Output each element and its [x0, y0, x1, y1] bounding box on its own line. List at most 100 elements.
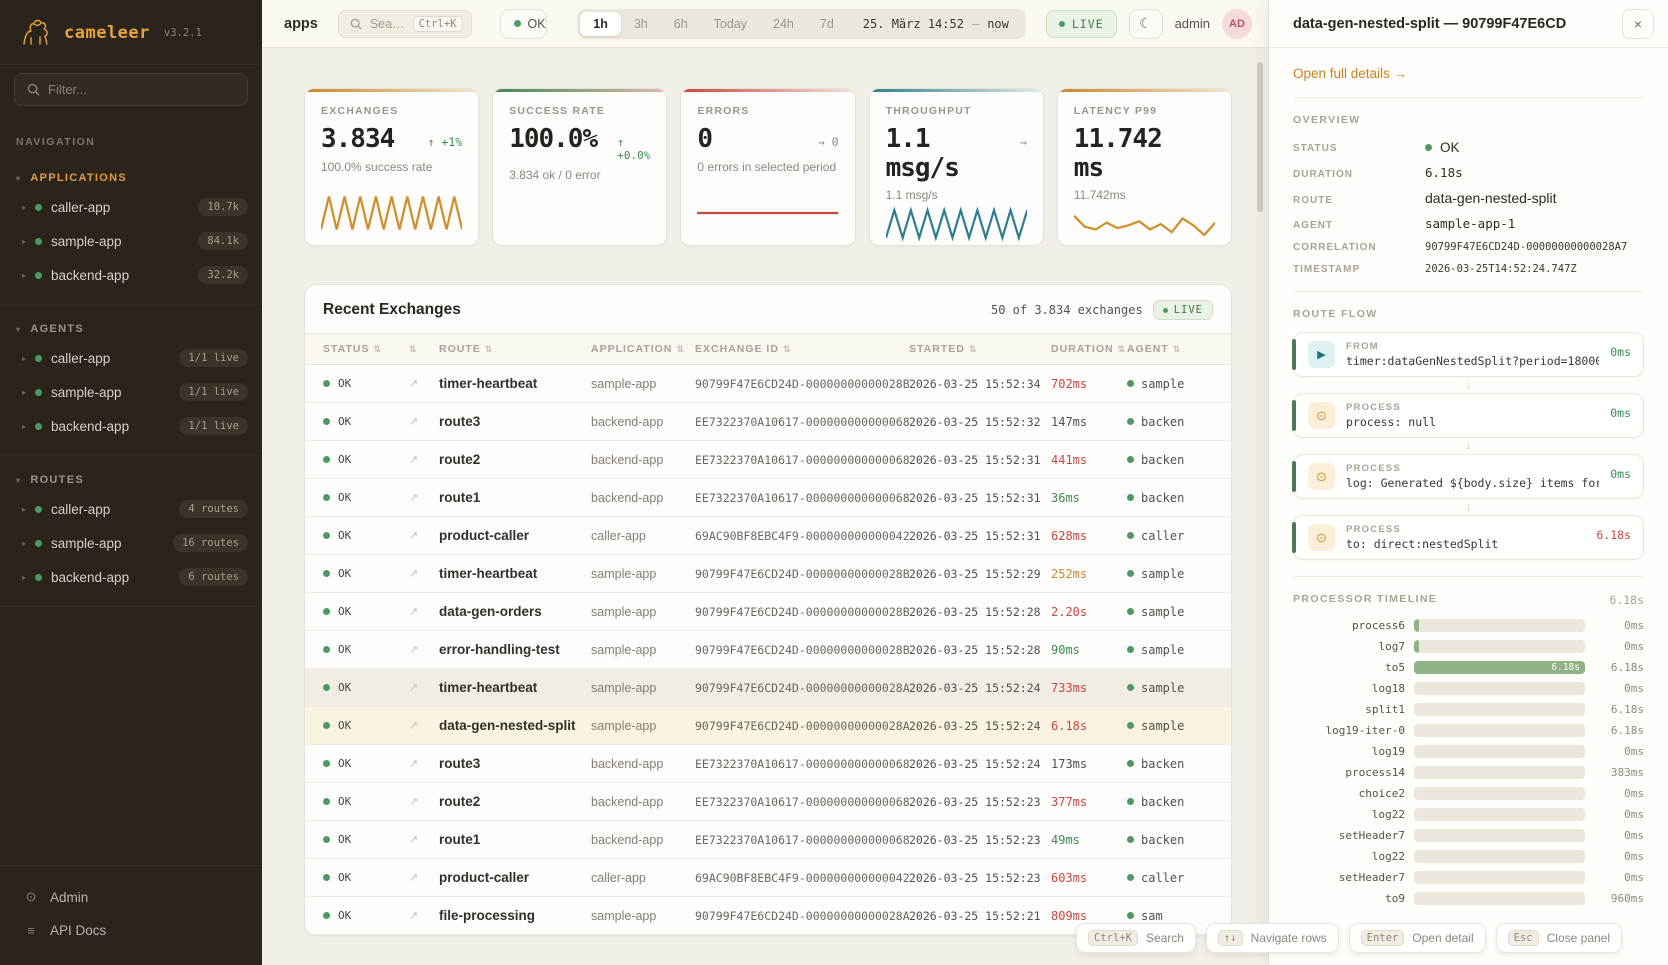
route-cell: timer-heartbeat — [439, 566, 538, 581]
sidebar-item-sample-app[interactable]: ▸ sample-app 84.1k — [0, 224, 262, 258]
open-link-icon[interactable]: ↗ — [409, 872, 419, 884]
status-filter-ok[interactable]: OK — [501, 10, 547, 38]
footer-item-api-docs[interactable]: ≡ API Docs — [10, 914, 252, 947]
status-filter-label: OK — [527, 16, 546, 31]
sidebar-item-caller-app[interactable]: ▸ caller-app 10.7k — [0, 190, 262, 224]
application-cell: backend-app — [591, 832, 664, 847]
vertical-scrollbar[interactable] — [1257, 62, 1263, 212]
item-badge: 10.7k — [198, 198, 248, 216]
flow-step[interactable]: ▶ FROM timer:dataGenNestedSplit?period=180… — [1292, 332, 1644, 377]
range-button-24h[interactable]: 24h — [773, 16, 794, 31]
exchange-row[interactable]: OK ↗ timer-heartbeat sample-app 90799F47E6CD… — [305, 669, 1231, 707]
flow-step[interactable]: ⊙ PROCESS process: null 0ms — [1292, 393, 1644, 438]
exchange-row[interactable]: OK ↗ data-gen-nested-split sample-app 90799F… — [305, 707, 1231, 745]
open-link-icon[interactable]: ↗ — [409, 454, 419, 466]
agent-cell: backen — [1127, 415, 1231, 429]
live-badge[interactable]: LIVE — [1045, 9, 1117, 38]
close-panel-button[interactable]: × — [1622, 8, 1654, 39]
nav-section-label: NAVIGATION — [16, 136, 96, 148]
date-start: 25. März 14:52 — [862, 16, 964, 31]
open-link-icon[interactable]: ↗ — [409, 796, 419, 808]
avatar[interactable]: AD — [1222, 8, 1252, 39]
exchange-row[interactable]: OK ↗ data-gen-orders sample-app 90799F47E6CD… — [305, 593, 1231, 631]
column-header-route[interactable]: ROUTE ⇅ — [439, 343, 591, 355]
timeline-row: setHeader7 0ms — [1293, 871, 1644, 884]
flow-step[interactable]: ⊙ PROCESS log: Generated ${body.size} item… — [1292, 454, 1644, 499]
open-link-icon[interactable]: ↗ — [409, 834, 419, 846]
exchange-row[interactable]: OK ↗ product-caller caller-app 69AC90BF8EBC4… — [305, 517, 1231, 555]
exchange-row[interactable]: OK ↗ route3 backend-app EE7322370A10617-0000… — [305, 403, 1231, 441]
sidebar-item-caller-app[interactable]: ▸ caller-app 1/1 live — [0, 341, 262, 375]
date-range-display[interactable]: 25. März 14:52 — now — [847, 17, 1023, 31]
open-link-icon[interactable]: ↗ — [409, 378, 419, 390]
duration-cell: 36ms — [1051, 490, 1080, 505]
column-label: AGENT — [1127, 343, 1169, 355]
exchange-row[interactable]: OK ↗ timer-heartbeat sample-app 90799F47E6CD… — [305, 365, 1231, 403]
sidebar-item-caller-app[interactable]: ▸ caller-app 4 routes — [0, 492, 262, 526]
application-cell: backend-app — [591, 794, 664, 809]
column-header-status[interactable]: STATUS ⇅ — [323, 343, 409, 355]
exchange-row[interactable]: OK ↗ route3 backend-app EE7322370A10617-0000… — [305, 745, 1231, 783]
route-cell: timer-heartbeat — [439, 680, 538, 695]
exchange-row[interactable]: OK ↗ file-processing sample-app 90799F47E6CD… — [305, 897, 1231, 935]
open-full-details-link[interactable]: Open full details → — [1293, 66, 1408, 81]
footer-item-admin[interactable]: ⊙ Admin — [10, 880, 252, 914]
open-link-icon[interactable]: ↗ — [409, 606, 419, 618]
column-header-application[interactable]: APPLICATION ⇅ — [591, 343, 695, 355]
open-link-icon[interactable]: ↗ — [409, 682, 419, 694]
timeline-row: setHeader7 0ms — [1293, 829, 1644, 842]
open-link-icon[interactable]: ↗ — [409, 416, 419, 428]
flow-step[interactable]: ⊙ PROCESS to: direct:nestedSplit 6.18s — [1292, 515, 1644, 560]
route-cell: product-caller — [439, 528, 530, 543]
time-range-buttons: 1h 3h 6h Today 24h 7d — [580, 11, 847, 36]
sidebar-item-backend-app[interactable]: ▸ backend-app 6 routes — [0, 560, 262, 594]
open-link-icon[interactable]: ↗ — [409, 568, 419, 580]
sidebar-filter-input[interactable]: Filter... — [14, 73, 248, 106]
exchange-row[interactable]: OK ↗ error-handling-test sample-app 90799F47… — [305, 631, 1231, 669]
overview-field-route: ROUTE data-gen-nested-split — [1293, 190, 1644, 206]
exchange-row[interactable]: OK ↗ route1 backend-app EE7322370A10617-0000… — [305, 479, 1231, 517]
exchange-row[interactable]: OK ↗ timer-heartbeat sample-app 90799F47E6CD… — [305, 555, 1231, 593]
exchange-row[interactable]: OK ↗ product-caller caller-app 69AC90BF8EBC4… — [305, 859, 1231, 897]
timeline-track — [1414, 745, 1585, 758]
column-header-exchange-id[interactable]: EXCHANGE ID ⇅ — [695, 343, 909, 355]
exchange-row[interactable]: OK ↗ route2 backend-app EE7322370A10617-0000… — [305, 441, 1231, 479]
range-button-3h[interactable]: 3h — [633, 16, 648, 31]
search-input[interactable]: Sea… Ctrl+K — [337, 9, 472, 38]
open-link-icon[interactable]: ↗ — [409, 758, 419, 770]
open-link-icon[interactable]: ↗ — [409, 644, 419, 656]
metric-label: LATENCY P99 — [1073, 105, 1158, 117]
sidebar-section-header-applications[interactable]: ▾ APPLICATIONS — [0, 162, 262, 190]
timeline-value: 0ms — [1624, 829, 1644, 842]
column-header-agent[interactable]: AGENT ⇅ — [1127, 343, 1231, 355]
exchange-row[interactable]: OK ↗ route1 backend-app EE7322370A10617-0000… — [305, 821, 1231, 859]
open-link-icon[interactable]: ↗ — [409, 530, 419, 542]
footer-label: API Docs — [50, 923, 107, 938]
metric-card-latency-p99: LATENCY P99 11.742 ms 11.742ms — [1056, 88, 1232, 246]
range-button-6h[interactable]: 6h — [673, 16, 688, 31]
column-header-link[interactable]: ⇅ — [409, 344, 439, 355]
sidebar-section-header-routes[interactable]: ▾ ROUTES — [0, 464, 262, 492]
theme-toggle-button[interactable]: ☾ — [1128, 8, 1163, 39]
sidebar-item-backend-app[interactable]: ▸ backend-app 32.2k — [0, 258, 262, 292]
sidebar-item-sample-app[interactable]: ▸ sample-app 16 routes — [0, 526, 262, 560]
open-link-icon[interactable]: ↗ — [409, 492, 419, 504]
range-button-today[interactable]: Today — [713, 16, 748, 31]
column-header-started[interactable]: STARTED ⇅ — [909, 343, 1051, 355]
sidebar-section-header-agents[interactable]: ▾ AGENTS — [0, 313, 262, 341]
exchange-row[interactable]: OK ↗ route2 backend-app EE7322370A10617-0000… — [305, 783, 1231, 821]
open-link-icon[interactable]: ↗ — [409, 720, 419, 732]
item-label: backend-app — [51, 418, 130, 434]
started-cell: 2026-03-25 15:52:24 — [909, 718, 1041, 733]
agent-dot-icon — [1127, 608, 1134, 615]
column-header-duration[interactable]: DURATION ⇅ — [1051, 343, 1127, 355]
gear-icon: ⊙ — [1308, 524, 1335, 551]
sidebar-item-backend-app[interactable]: ▸ backend-app 1/1 live — [0, 409, 262, 443]
sidebar-item-sample-app[interactable]: ▸ sample-app 1/1 live — [0, 375, 262, 409]
app-logo[interactable]: cameleer v3.2.1 — [0, 0, 262, 64]
range-button-1h[interactable]: 1h — [580, 11, 621, 36]
open-link-icon[interactable]: ↗ — [409, 910, 419, 922]
item-label: backend-app — [51, 267, 130, 283]
sidebar-sections: ▾ APPLICATIONS ▸ caller-app 10.7k ▸ sample-app… — [0, 154, 262, 607]
range-button-7d[interactable]: 7d — [819, 16, 834, 31]
